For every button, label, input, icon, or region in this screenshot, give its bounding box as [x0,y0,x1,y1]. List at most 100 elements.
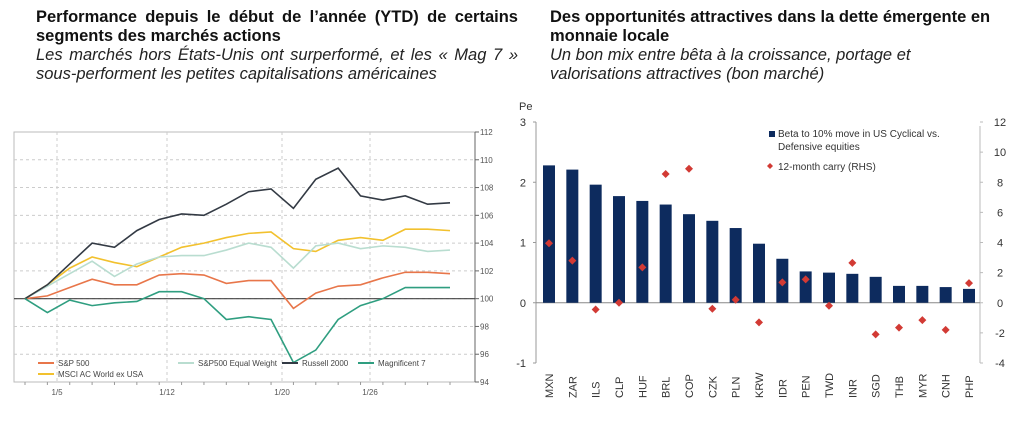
left-y-tick-label: 100 [480,295,494,304]
left-series-line-4 [24,286,450,364]
left-y-tick-label: 106 [480,211,494,220]
bar-PHP [963,288,975,303]
bar-MXN [543,165,555,303]
right-y2-tick-label: 8 [997,177,1003,189]
right-y2-tick-label: 12 [994,117,1006,129]
left-y-tick-label: 98 [480,322,489,331]
right-x-tick-label: IDR [777,379,789,398]
right-y2-tick-label: 0 [997,298,1003,310]
carry-marker-CNH [941,325,950,334]
left-legend-label: S&P500 Equal Weight [198,359,278,368]
left-series-line-0 [24,271,451,310]
right-x-tick-label: TWD [824,373,836,398]
carry-marker-PEN [801,275,810,284]
bar-PLN [729,228,742,303]
right-x-tick-label: SGD [871,374,883,398]
right-x-tick-label: INR [847,379,859,398]
right-x-tick-label: ILS [591,381,603,398]
carry-marker-MYR [918,316,927,325]
bar-TWD [823,272,835,303]
right-y2-tick-label: 10 [994,147,1006,159]
left-legend-label: MSCI AC World ex USA [58,370,144,379]
right-y2-tick-label: -4 [995,358,1005,370]
right-header: Des opportunités attractives dans la det… [550,8,1000,84]
right-y2-tick-label: 2 [997,268,1003,280]
right-y-tick-label: 0 [520,298,526,310]
bar-ZAR [566,169,579,303]
bar-THB [893,285,905,303]
left-y-tick-label: 94 [480,378,489,387]
left-legend-label: S&P 500 [58,359,90,368]
left-x-tick-label: 1/12 [159,388,175,397]
left-y-tick-label: 110 [480,156,493,165]
right-x-tick-label: CLP [614,377,626,398]
right-y2-tick-label: -2 [995,328,1005,340]
carry-marker-HUF [638,263,647,272]
right-x-tick-label: HUF [637,375,649,398]
left-subtitle: Les marchés hors États-Unis ont surperfo… [36,46,518,83]
left-y-tick-label: 108 [480,184,494,193]
right-x-tick-label: THB [894,376,906,398]
right-legend-swatch-carry [767,163,773,169]
carry-marker-PLN [731,295,740,304]
left-y-tick-label: 112 [480,128,493,137]
carry-marker-BRL [661,169,670,178]
carry-marker-MXN [545,239,553,248]
right-y-tick-label: 1 [520,238,526,250]
bar-MYR [916,285,929,303]
left-x-tick-label: 1/26 [362,388,378,397]
carry-marker-TWD [825,301,833,310]
left-legend-label: Russell 2000 [302,359,349,368]
right-x-tick-label: COP [684,374,696,398]
bar-CLP [613,196,625,303]
left-header: Performance depuis le début de l’année (… [36,8,518,84]
bar-CZK [706,220,719,303]
left-y-tick-label: 104 [480,239,494,248]
left-series-line-2 [24,242,451,300]
right-x-tick-label: ZAR [567,376,579,398]
left-series-line-1 [24,228,451,300]
left-y-tick-label: 102 [480,267,494,276]
right-x-tick-label: PEN [801,375,813,398]
right-x-tick-label: MYR [917,374,929,399]
left-x-tick-label: 1/20 [274,388,290,397]
right-legend-label-bar-1: Beta to 10% move in US Cyclical vs. [778,129,940,140]
carry-marker-IDR [778,278,787,287]
carry-marker-CZK [708,304,717,313]
right-x-tick-label: CZK [707,375,719,398]
carry-marker-THB [895,323,903,332]
left-plot-frame [13,131,476,383]
left-title: Performance depuis le début de l’année (… [36,8,518,45]
left-legend-label: Magnificent 7 [378,359,426,368]
bar-COP [683,214,695,303]
carry-marker-CLP [615,298,623,307]
left-y-tick-label: 96 [480,350,489,359]
carry-marker-SGD [871,330,880,339]
right-x-tick-label: MXN [544,374,556,399]
right-legend-label-carry: 12-month carry (RHS) [778,162,876,173]
right-legend-label-bar-2: Defensive equities [778,142,860,153]
carry-marker-PHP [965,279,973,288]
carry-marker-ILS [591,305,600,314]
bar-BRL [659,204,672,303]
left-x-tick-label: 1/5 [51,388,63,397]
bar-KRW [753,243,765,303]
right-y-tick-label: 2 [520,177,526,189]
right-x-tick-label: BRL [661,377,673,398]
right-legend-swatch-bar [769,131,775,137]
bar-ILS [589,184,602,303]
right-y-tick-label: -1 [516,358,526,370]
right-subtitle: Un bon mix entre bêta à la croissance, p… [550,46,911,83]
right-x-tick-label: KRW [754,372,766,398]
left-series-line-3 [24,167,451,300]
bar-CNH [939,287,952,303]
carry-marker-ZAR [568,256,577,265]
right-x-tick-label: CNH [941,374,953,398]
right-y2-tick-label: 6 [997,207,1003,219]
carry-marker-KRW [755,318,763,327]
bar-INR [846,273,859,303]
right-y2-tick-label: 4 [997,238,1003,250]
right-title: Des opportunités attractives dans la det… [550,8,991,45]
right-x-tick-label: PLN [731,377,743,398]
